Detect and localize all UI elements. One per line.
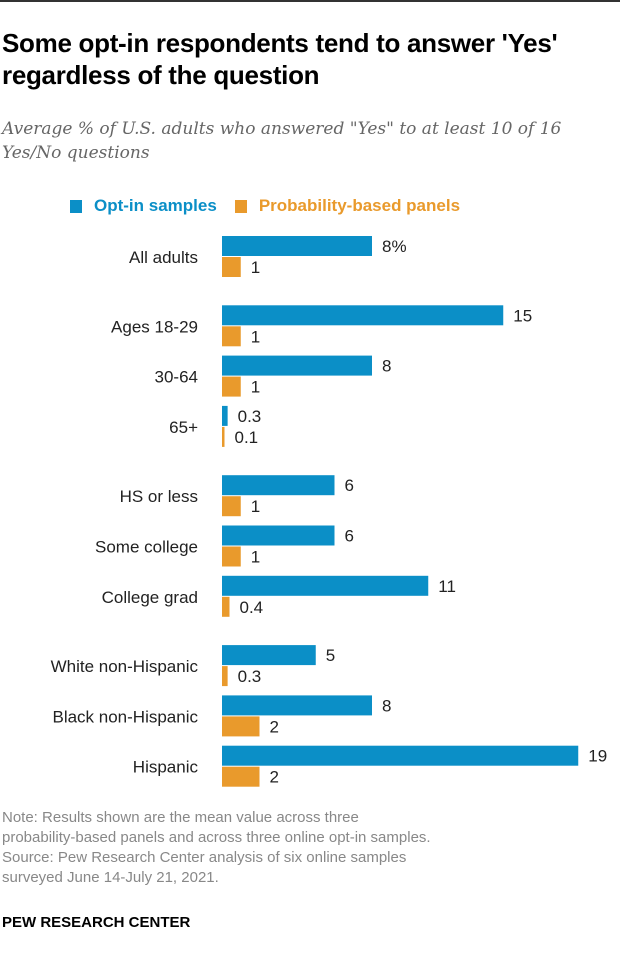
- legend-swatch-probability: [234, 199, 247, 213]
- bar-probability: [222, 546, 241, 567]
- data-label: 6: [345, 476, 354, 495]
- bar-opt-in: [222, 575, 429, 596]
- bar-opt-in: [222, 305, 504, 326]
- bar-probability: [222, 326, 241, 347]
- category-label: 30-64: [155, 368, 198, 387]
- chart-title: Some opt-in respondents tend to answer '…: [2, 28, 558, 90]
- data-label: 15: [513, 306, 532, 325]
- legend-item-opt-in: Opt-in samples: [70, 196, 217, 216]
- bar-opt-in: [222, 745, 579, 766]
- bar-probability: [222, 496, 241, 517]
- data-label: 2: [270, 768, 279, 787]
- data-label: 0.4: [240, 598, 264, 617]
- data-label: 0.3: [238, 667, 262, 686]
- footer-brand: PEW RESEARCH CENTER: [2, 914, 191, 931]
- category-label: Some college: [95, 538, 198, 557]
- category-label: 65+: [169, 418, 198, 437]
- category-label: Hispanic: [133, 758, 199, 777]
- legend-item-probability: Probability-based panels: [234, 196, 461, 216]
- note-line: Note: Results shown are the mean value a…: [2, 809, 359, 826]
- top-rule: [0, 0, 620, 2]
- data-label: 1: [251, 327, 260, 346]
- bar-probability: [222, 766, 260, 787]
- data-label: 19: [588, 747, 607, 766]
- bar-opt-in: [222, 475, 335, 496]
- data-label: 6: [345, 527, 354, 546]
- bar-probability: [222, 376, 241, 397]
- category-label: College grad: [102, 588, 198, 607]
- bar-opt-in: [222, 525, 335, 546]
- data-label: 1: [251, 258, 260, 277]
- data-label: 0.1: [235, 428, 259, 447]
- source-line: surveyed June 14-July 21, 2021.: [2, 869, 219, 886]
- data-label: 8: [382, 696, 391, 715]
- data-label: 8: [382, 357, 391, 376]
- legend-label-opt-in: Opt-in samples: [94, 196, 217, 215]
- source-line: Source: Pew Research Center analysis of …: [2, 849, 407, 866]
- bar-probability: [222, 596, 230, 617]
- note-line: probability-based panels and across thre…: [2, 829, 431, 846]
- bar-probability: [222, 257, 241, 277]
- bar-opt-in: [222, 405, 228, 426]
- legend-swatch-opt-in: [70, 199, 82, 213]
- notes: Note: Results shown are the mean value a…: [2, 808, 612, 888]
- legend-label-probability: Probability-based panels: [258, 196, 461, 215]
- category-label: White non-Hispanic: [51, 657, 199, 676]
- data-label: 5: [326, 646, 335, 665]
- data-label: 0.3: [238, 407, 262, 426]
- legend: Opt-in samples Probability-based panels: [70, 196, 478, 216]
- category-label: All adults: [129, 248, 198, 267]
- data-label: 1: [251, 497, 260, 516]
- bar-probability: [222, 426, 225, 447]
- data-label: 11: [438, 577, 456, 596]
- bar-opt-in: [222, 236, 372, 256]
- data-label: 2: [270, 717, 279, 736]
- bar-opt-in: [222, 695, 372, 716]
- data-label: 1: [251, 548, 260, 567]
- category-label: Ages 18-29: [111, 317, 198, 336]
- category-label: Black non-Hispanic: [52, 707, 198, 726]
- bar-opt-in: [222, 645, 316, 666]
- bar-opt-in: [222, 355, 372, 376]
- data-label: 8%: [382, 237, 407, 256]
- category-label: HS or less: [120, 487, 198, 506]
- data-label: 1: [251, 378, 260, 397]
- chart-subtitle: Average % of U.S. adults who answered "Y…: [2, 119, 562, 163]
- bar-probability: [222, 716, 260, 737]
- bar-probability: [222, 666, 228, 687]
